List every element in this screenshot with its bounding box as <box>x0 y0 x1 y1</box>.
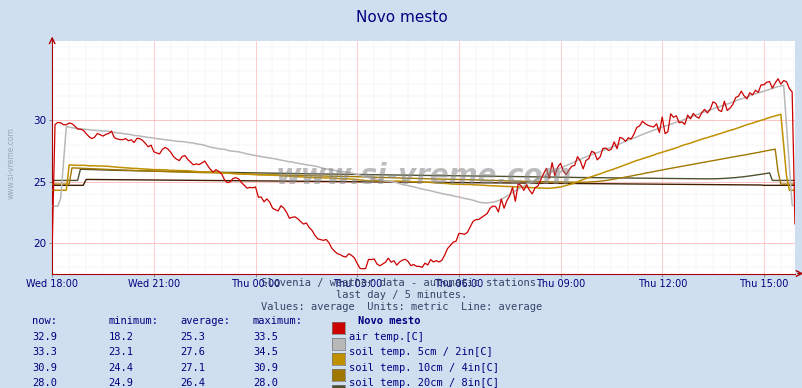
Text: air temp.[C]: air temp.[C] <box>349 332 423 342</box>
Text: Novo mesto: Novo mesto <box>355 10 447 25</box>
Text: 24.9: 24.9 <box>108 378 133 388</box>
Text: soil temp. 10cm / 4in[C]: soil temp. 10cm / 4in[C] <box>349 363 499 373</box>
Text: www.si-vreme.com: www.si-vreme.com <box>275 162 571 190</box>
Text: last day / 5 minutes.: last day / 5 minutes. <box>335 290 467 300</box>
Text: 33.5: 33.5 <box>253 332 277 342</box>
Text: soil temp. 5cm / 2in[C]: soil temp. 5cm / 2in[C] <box>349 347 492 357</box>
Text: Values: average  Units: metric  Line: average: Values: average Units: metric Line: aver… <box>261 302 541 312</box>
Text: 32.9: 32.9 <box>32 332 57 342</box>
Text: 28.0: 28.0 <box>253 378 277 388</box>
Text: 26.4: 26.4 <box>180 378 205 388</box>
Text: 30.9: 30.9 <box>32 363 57 373</box>
Text: minimum:: minimum: <box>108 316 158 326</box>
Text: 28.0: 28.0 <box>32 378 57 388</box>
Text: 27.1: 27.1 <box>180 363 205 373</box>
Text: 18.2: 18.2 <box>108 332 133 342</box>
Text: 34.5: 34.5 <box>253 347 277 357</box>
Text: Slovenia / weather data - automatic stations.: Slovenia / weather data - automatic stat… <box>261 278 541 288</box>
Text: 30.9: 30.9 <box>253 363 277 373</box>
Text: 27.6: 27.6 <box>180 347 205 357</box>
Text: 23.1: 23.1 <box>108 347 133 357</box>
Text: Novo mesto: Novo mesto <box>333 316 420 326</box>
Text: now:: now: <box>32 316 57 326</box>
Text: 25.3: 25.3 <box>180 332 205 342</box>
Text: 33.3: 33.3 <box>32 347 57 357</box>
Text: maximum:: maximum: <box>253 316 302 326</box>
Text: soil temp. 20cm / 8in[C]: soil temp. 20cm / 8in[C] <box>349 378 499 388</box>
Text: www.si-vreme.com: www.si-vreme.com <box>6 127 15 199</box>
Text: average:: average: <box>180 316 230 326</box>
Text: 24.4: 24.4 <box>108 363 133 373</box>
